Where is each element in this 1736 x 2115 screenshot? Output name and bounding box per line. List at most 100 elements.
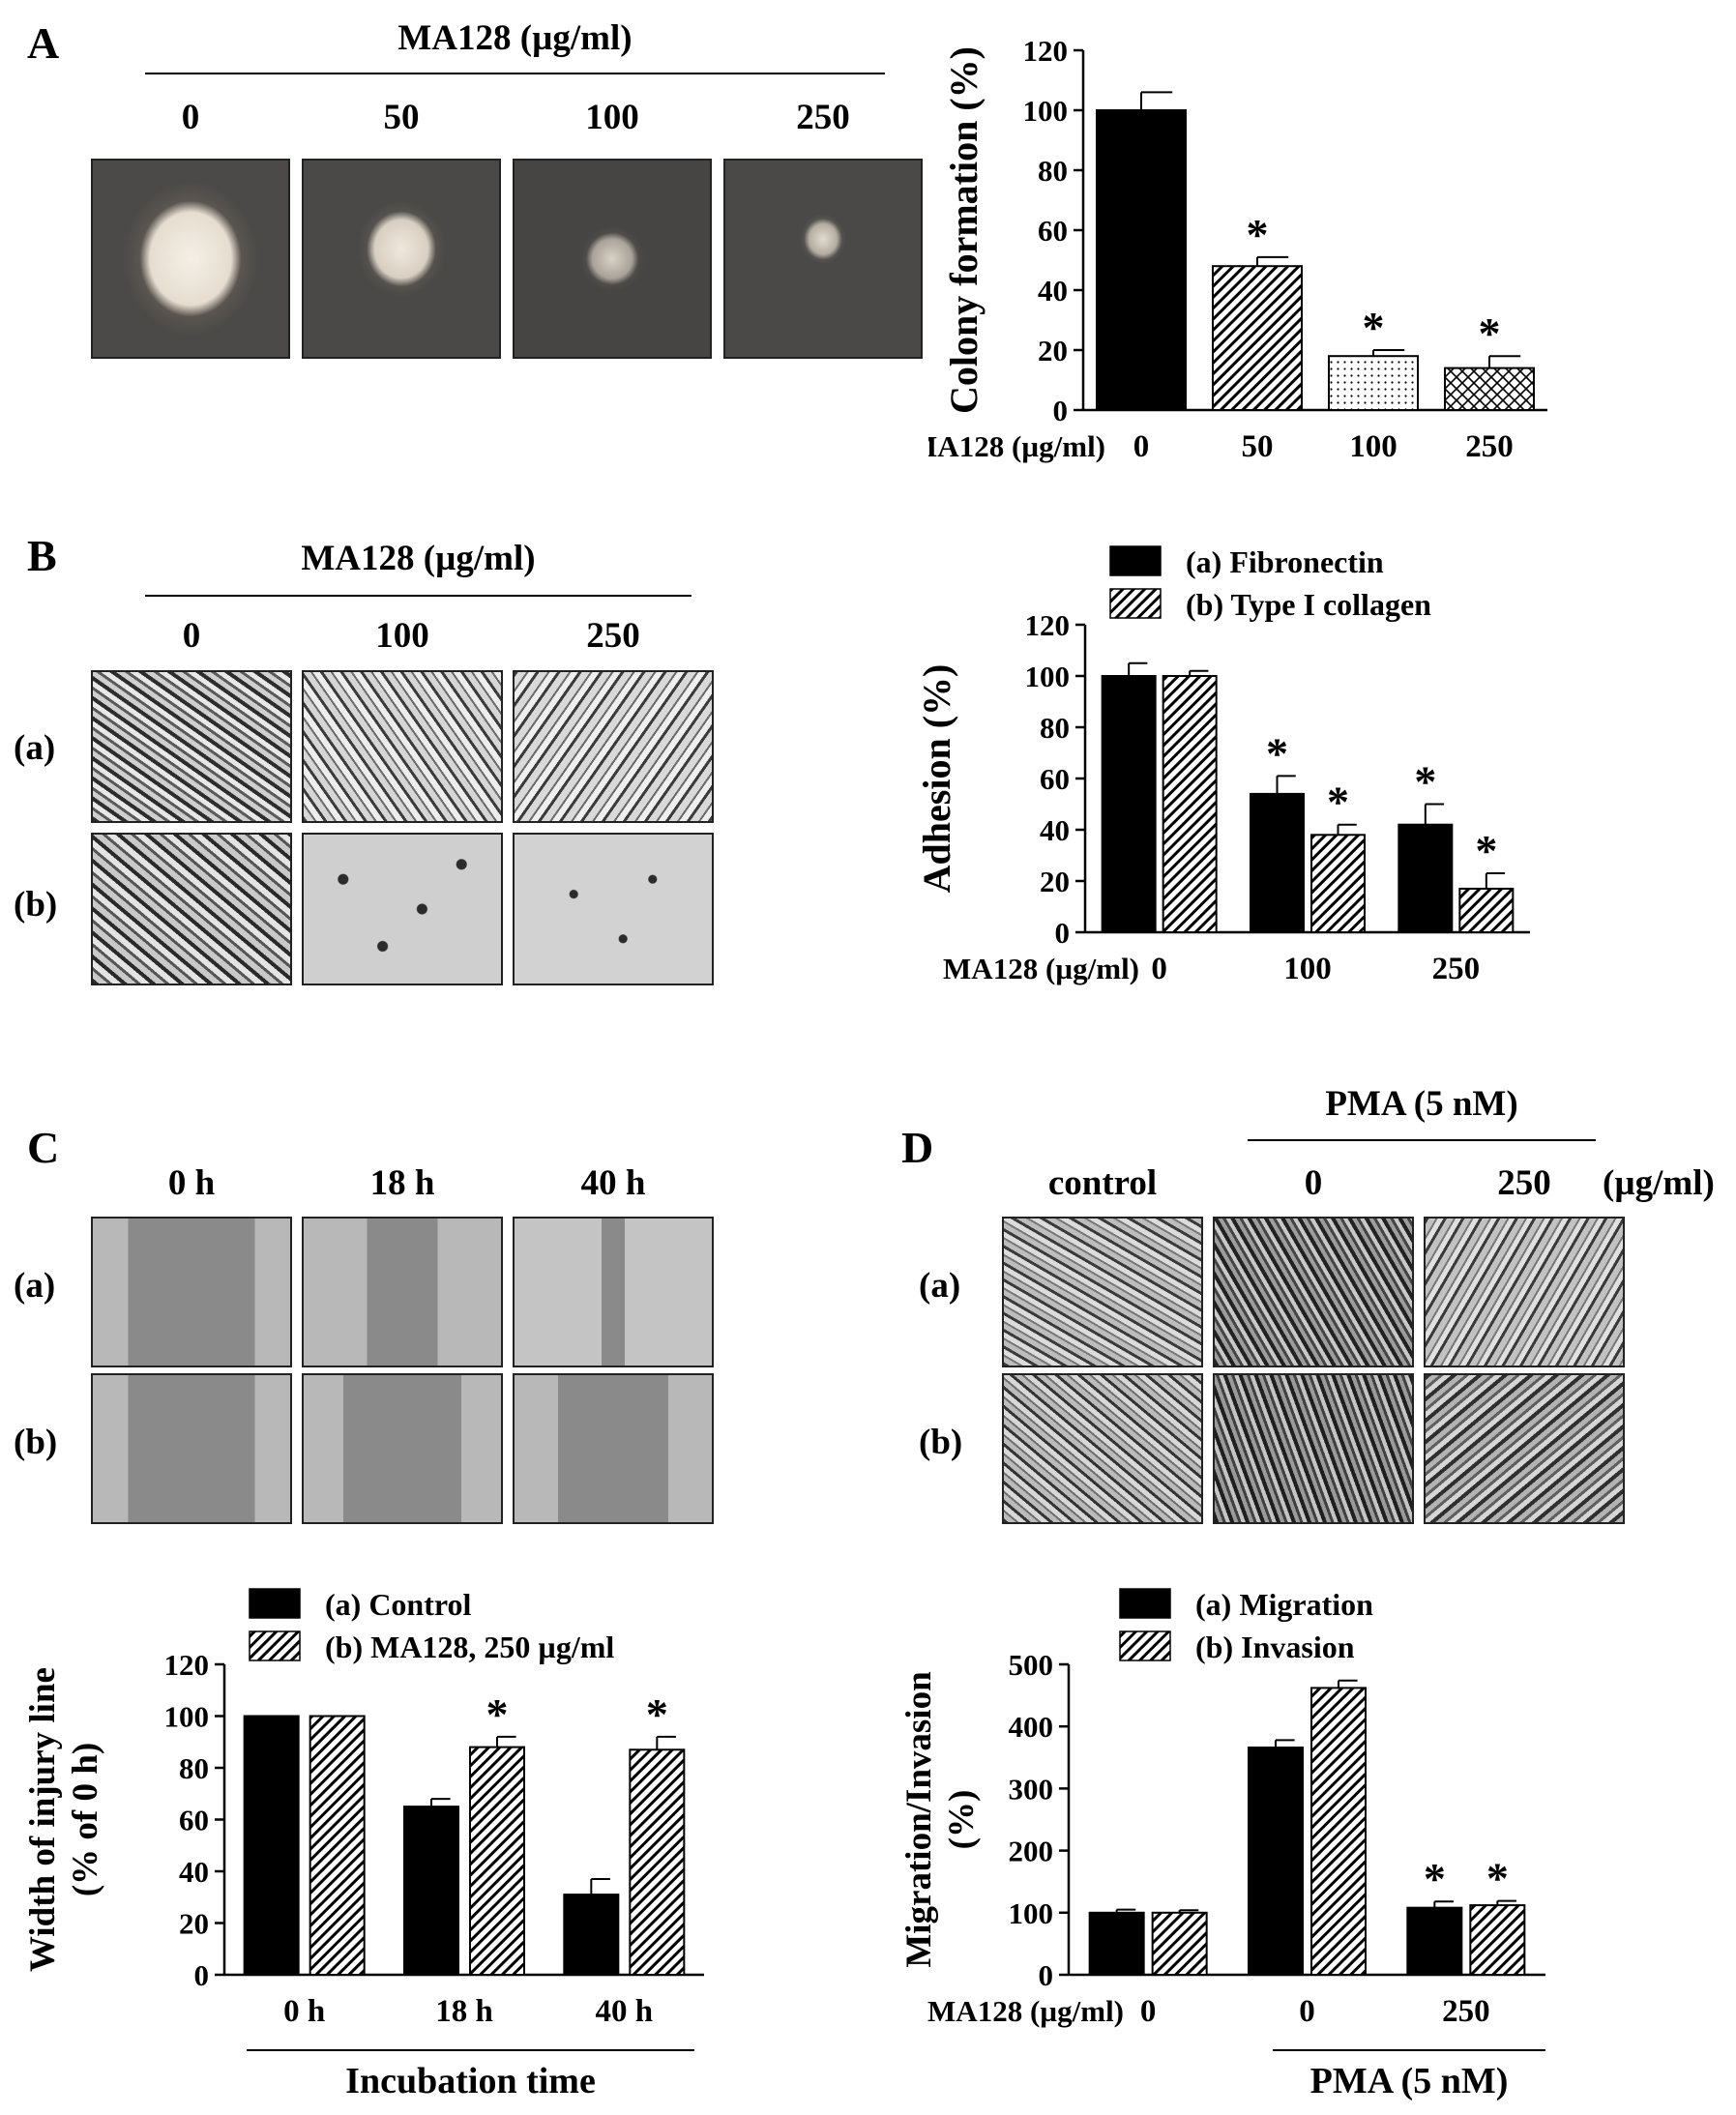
y-tick-label: 40 (179, 1855, 209, 1889)
x-axis-prefix: MA128 (µg/ml) (928, 429, 1105, 463)
y-tick-label: 100 (1025, 660, 1071, 693)
bar (563, 1894, 620, 1977)
legend-swatch (249, 1630, 301, 1661)
wound-image-b-0h (91, 1373, 292, 1524)
y-tick-label: 60 (179, 1804, 209, 1837)
chart-migration-invasion: 0 100 200 300 400 500 Migration/Invasion (%) 0 0 *… (899, 1587, 1545, 2101)
bar (1444, 367, 1535, 412)
y-axis-label: Colony formation (%) (942, 46, 986, 414)
chart-injury-width: 0 20 40 60 80 100 120 Width of injury line (% of… (23, 1587, 704, 2101)
panel-d-header-line (1248, 1139, 1596, 1141)
legend-label: (b) Type I collagen (1186, 587, 1431, 622)
panel-d-header: PMA (5 nM) (1325, 1084, 1518, 1124)
panel-c-col-1: 18 h (369, 1163, 435, 1203)
significance-mark: * (1247, 210, 1269, 259)
panel-b-row-a: (a) (14, 728, 56, 768)
chart-adhesion: 0 20 40 60 80 100 120 Adhesion (%) 0 * * 100 * * 250 MA… (915, 544, 1530, 986)
colony-image-50 (302, 159, 501, 359)
y-tick-label: 500 (1009, 1648, 1054, 1682)
panel-b-header-line (145, 595, 691, 597)
y-tick-label: 120 (164, 1648, 210, 1682)
y-tick-label: 100 (164, 1700, 210, 1734)
panel-letter-c: C (27, 1123, 60, 1172)
wound-image-b-18h (302, 1373, 503, 1524)
significance-mark: * (1414, 757, 1436, 807)
bar (1088, 1911, 1145, 1976)
y-tick-label: 120 (1023, 34, 1069, 68)
panel-c-row-a: (a) (14, 1266, 56, 1306)
y-tick-label: 120 (1025, 608, 1071, 642)
legend-swatch (249, 1588, 301, 1619)
y-tick-label: 0 (1053, 394, 1069, 427)
panel-d-row-a: (a) (919, 1266, 961, 1306)
legend-swatch (1109, 588, 1162, 619)
legend-label: (a) Migration (1195, 1587, 1373, 1622)
y-tick-label: 20 (1038, 334, 1068, 367)
bar (1096, 109, 1187, 411)
legend-swatch (1109, 545, 1162, 576)
significance-mark: * (1475, 826, 1497, 875)
bar (243, 1715, 300, 1976)
x-axis-label: Incubation time (345, 2061, 596, 2101)
adhesion-image-a-250 (513, 670, 714, 823)
y-tick-label: 100 (1009, 1896, 1054, 1930)
y-tick-label: 80 (1038, 154, 1068, 188)
y-tick-label: 20 (179, 1907, 209, 1941)
panel-a-col-2: 100 (585, 98, 639, 137)
wound-image-a-18h (302, 1217, 503, 1367)
x-tick-label: 40 h (596, 1994, 654, 2029)
panel-a-col-1: 50 (383, 98, 420, 137)
wound-image-a-0h (91, 1217, 292, 1367)
panel-a-header-line (145, 73, 885, 74)
panel-a-header: MA128 (µg/ml) (397, 18, 633, 58)
panel-b-col-0: 0 (182, 616, 201, 656)
bar (1162, 675, 1218, 933)
adhesion-image-b-250 (513, 833, 714, 985)
significance-mark: * (1486, 1854, 1509, 1903)
panel-b-col-2: 250 (586, 616, 640, 656)
wound-image-a-40h (513, 1217, 714, 1367)
panel-b-col-1: 100 (375, 616, 429, 656)
y-tick-label: 60 (1040, 762, 1070, 796)
y-axis-label: Migration/Invasion (899, 1671, 939, 1968)
significance-mark: * (646, 1689, 668, 1739)
significance-mark: * (1266, 728, 1288, 778)
x-tick-label: 0 (1140, 1994, 1157, 2029)
y-tick-label: 300 (1009, 1772, 1054, 1806)
adhesion-image-b-100 (302, 833, 503, 985)
y-axis-label-line2: (%) (942, 1790, 982, 1850)
x-tick-label: 250 (1465, 429, 1514, 464)
panel-d-row-b: (b) (919, 1423, 963, 1462)
bar (403, 1806, 459, 1976)
significance-mark: * (486, 1689, 509, 1739)
x-axis-prefix: MA128 (µg/ml) (927, 1994, 1124, 2028)
y-tick-label: 40 (1038, 274, 1068, 308)
x-tick-label: 0 (1151, 952, 1167, 986)
panel-d-col-250: 250 (1497, 1163, 1551, 1203)
significance-mark: * (1479, 308, 1501, 358)
y-tick-label: 0 (1039, 1958, 1054, 1992)
y-tick-label: 80 (1040, 711, 1070, 745)
bar (629, 1748, 686, 1976)
significance-mark: * (1327, 778, 1349, 827)
panel-d-col-0: 0 (1304, 1163, 1323, 1203)
panel-b-header: MA128 (µg/ml) (301, 539, 536, 578)
x-axis-label: PMA (5 nM) (1310, 2061, 1509, 2101)
panel-d-unit: (µg/ml) (1603, 1163, 1715, 1203)
y-tick-label: 400 (1009, 1710, 1054, 1744)
panel-letter-a: A (27, 18, 60, 68)
significance-mark: * (1363, 303, 1385, 352)
y-tick-label: 0 (1055, 916, 1071, 950)
panel-letter-b: B (27, 531, 57, 580)
y-axis-label-line2: (% of 0 h) (66, 1743, 105, 1896)
adhesion-image-b-0 (91, 833, 292, 985)
y-tick-label: 40 (1040, 813, 1070, 847)
bar (1248, 1747, 1304, 1976)
y-tick-label: 80 (179, 1751, 209, 1785)
bar (1458, 887, 1515, 934)
bar (1101, 675, 1157, 933)
colony-image-100 (513, 159, 712, 359)
bar (1469, 1904, 1526, 1977)
x-tick-label: 50 (1242, 429, 1274, 464)
panel-c-row-b: (b) (14, 1423, 58, 1462)
